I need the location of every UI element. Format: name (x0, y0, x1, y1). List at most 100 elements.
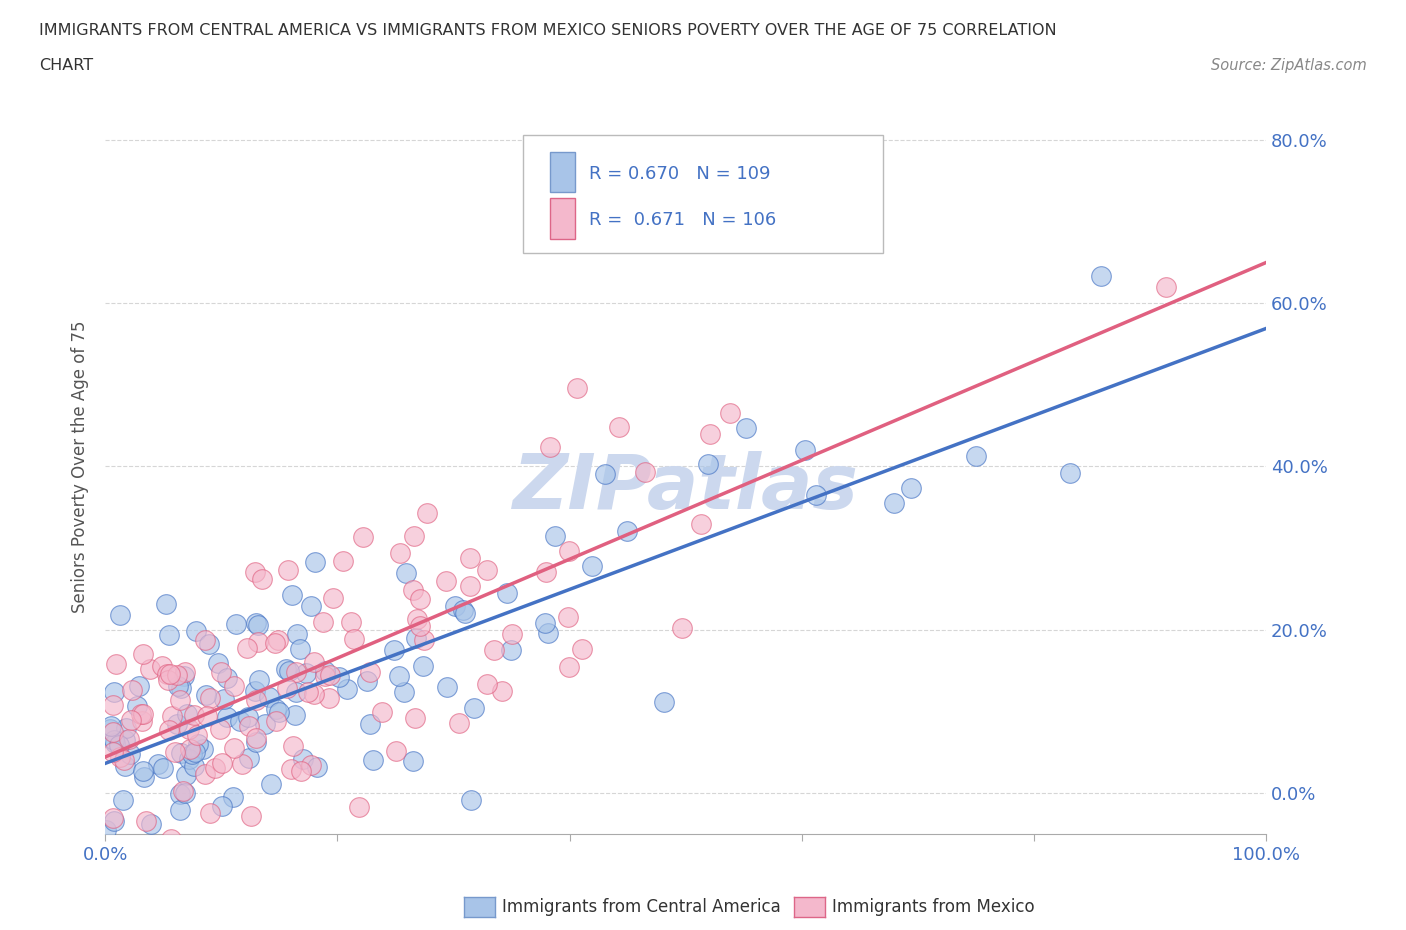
Point (132, 770, 155, 785)
Point (176, 707, 198, 722)
FancyBboxPatch shape (550, 152, 575, 193)
Point (186, 737, 208, 751)
Point (290, 764, 312, 778)
Point (101, 745, 124, 760)
Point (184, 744, 207, 759)
Point (108, 750, 131, 764)
Point (159, 667, 181, 682)
Point (173, 669, 195, 684)
Point (207, 656, 229, 671)
Point (150, 658, 173, 673)
Point (458, 551, 481, 565)
Point (436, 679, 458, 694)
Point (297, 684, 319, 699)
Point (356, 673, 378, 688)
Point (127, 698, 149, 713)
Point (496, 585, 519, 600)
Point (166, 668, 188, 683)
Point (302, 655, 325, 670)
Point (413, 632, 436, 647)
Point (101, 698, 124, 712)
Point (177, 722, 200, 737)
Point (434, 574, 457, 589)
Point (491, 684, 513, 698)
Point (883, 496, 905, 511)
Point (328, 670, 350, 684)
Point (451, 603, 474, 618)
Point (247, 618, 270, 633)
Point (169, 692, 191, 707)
Point (280, 762, 302, 777)
Point (371, 704, 394, 719)
Point (211, 756, 233, 771)
Point (132, 764, 155, 778)
Point (166, 716, 188, 731)
Point (804, 487, 827, 502)
Point (186, 727, 208, 742)
Point (160, 709, 183, 724)
Point (209, 664, 232, 679)
Point (245, 616, 267, 631)
Point (416, 506, 439, 521)
Point (361, 752, 384, 767)
Point (581, 558, 603, 573)
Y-axis label: Seniors Poverty Over the Age of 75: Seniors Poverty Over the Age of 75 (72, 320, 89, 613)
Point (108, 607, 131, 622)
Point (718, 405, 741, 420)
Point (444, 598, 467, 613)
Point (699, 427, 721, 442)
Point (392, 684, 415, 699)
Point (304, 554, 326, 569)
Point (108, 737, 131, 752)
Point (156, 673, 179, 688)
Point (502, 626, 524, 641)
Point (101, 851, 124, 866)
Text: ZIPatlas: ZIPatlas (513, 451, 859, 525)
Point (616, 524, 638, 538)
Point (98, 721, 121, 736)
Point (211, 798, 233, 813)
Point (281, 739, 304, 754)
Point (388, 545, 411, 560)
Point (169, 681, 191, 696)
Point (318, 690, 340, 705)
Point (121, 683, 143, 698)
Point (229, 713, 252, 728)
Point (534, 616, 557, 631)
Point (132, 707, 155, 722)
Point (174, 767, 197, 782)
Point (155, 596, 177, 611)
Point (212, 691, 235, 706)
Point (148, 757, 170, 772)
Point (409, 619, 432, 634)
Point (250, 572, 273, 587)
Point (274, 662, 297, 677)
Point (697, 457, 720, 472)
Point (332, 553, 354, 568)
Point (299, 598, 322, 613)
Point (336, 682, 359, 697)
Point (152, 761, 174, 776)
Point (609, 419, 631, 434)
Point (537, 625, 560, 640)
Point (463, 700, 485, 715)
Point (314, 669, 336, 684)
Point (120, 713, 142, 728)
Point (395, 566, 418, 581)
Point (401, 582, 423, 597)
Point (319, 668, 342, 683)
Point (120, 851, 142, 866)
Text: Immigrants from Mexico: Immigrants from Mexico (832, 897, 1035, 916)
Point (402, 529, 425, 544)
Point (288, 642, 311, 657)
Point (236, 709, 259, 724)
Point (634, 464, 657, 479)
Point (238, 719, 260, 734)
Point (534, 565, 557, 579)
Point (103, 684, 125, 699)
Point (141, 817, 163, 831)
Point (135, 814, 157, 829)
Text: R =  0.671   N = 106: R = 0.671 N = 106 (589, 211, 776, 229)
FancyBboxPatch shape (523, 136, 883, 253)
Text: R = 0.670   N = 109: R = 0.670 N = 109 (589, 165, 770, 182)
